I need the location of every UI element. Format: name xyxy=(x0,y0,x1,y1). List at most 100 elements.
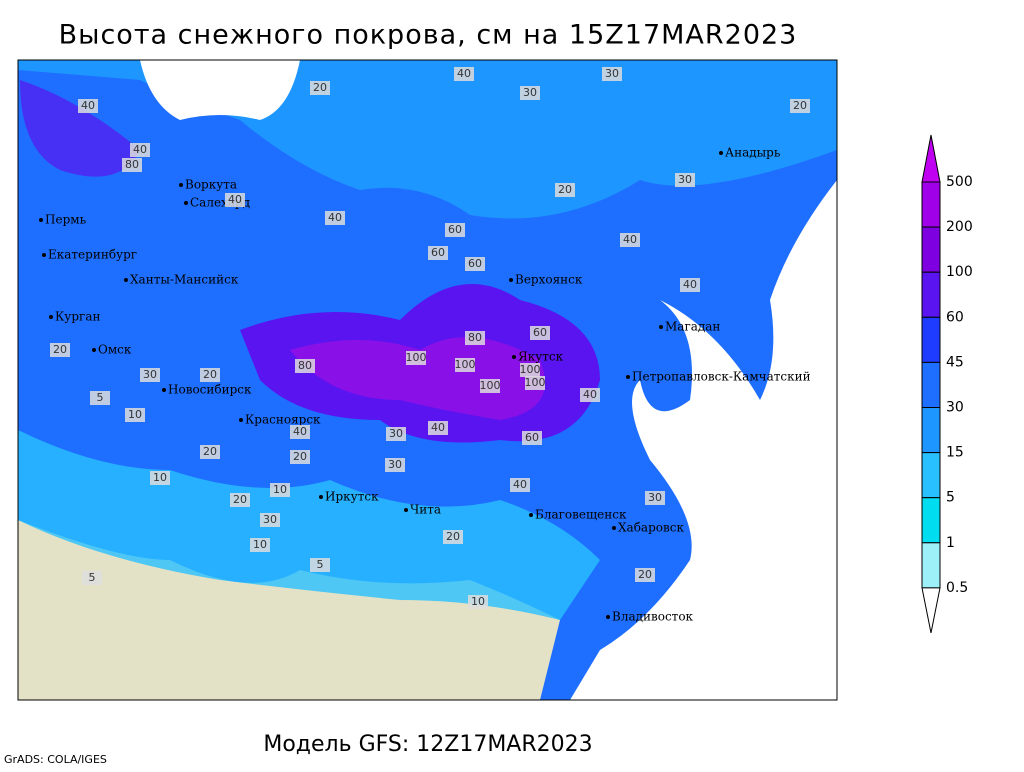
contour-box xyxy=(150,471,170,485)
colorbar-label: 200 xyxy=(946,219,973,235)
contour-box xyxy=(465,257,485,271)
contour-box xyxy=(602,67,622,81)
city-dot xyxy=(612,526,616,530)
contour-label: 60 xyxy=(468,257,482,270)
contour-box xyxy=(270,483,290,497)
title: Высота снежного покрова, см на 15Z17MAR2… xyxy=(59,20,798,51)
city-dot xyxy=(529,513,533,517)
contour-box xyxy=(443,530,463,544)
contour-box xyxy=(530,326,550,340)
contour-label: 20 xyxy=(203,368,217,381)
city-name: Екатеринбург xyxy=(48,248,137,262)
contour-box xyxy=(555,183,575,197)
contour-label: 10 xyxy=(128,408,142,421)
contour-box xyxy=(225,193,245,207)
contour-box xyxy=(295,359,315,373)
contour-box xyxy=(620,233,640,247)
city-name: Воркута xyxy=(185,178,237,192)
colorbar-tip xyxy=(921,134,941,183)
contour-box xyxy=(130,143,150,157)
contour-box xyxy=(325,211,345,225)
contour-box xyxy=(310,81,330,95)
contour-box xyxy=(82,571,102,585)
city-dot xyxy=(184,201,188,205)
contour-box xyxy=(290,450,310,464)
contour-label: 5 xyxy=(97,391,104,404)
colorbar-segment xyxy=(921,181,941,228)
city-dot xyxy=(92,348,96,352)
contour-label: 100 xyxy=(480,379,501,392)
barents-sea xyxy=(140,60,300,120)
contour-box xyxy=(140,368,160,382)
contour-box xyxy=(385,458,405,472)
contour-label: 30 xyxy=(263,513,277,526)
city-name: Курган xyxy=(55,310,100,324)
contour-box xyxy=(525,376,545,390)
contour-label: 100 xyxy=(520,363,541,376)
contour-box xyxy=(675,173,695,187)
contour-box xyxy=(480,379,500,393)
contour-label: 40 xyxy=(328,211,342,224)
city-name: Благовещенск xyxy=(535,508,627,522)
contour-box xyxy=(200,368,220,382)
city-name: Петропавловск-Камчатский xyxy=(632,370,811,384)
colorbar-label: 0.5 xyxy=(946,580,968,596)
contour-label: 30 xyxy=(523,86,537,99)
city-dot xyxy=(319,495,323,499)
contour-label: 60 xyxy=(448,223,462,236)
contour-label: 10 xyxy=(153,471,167,484)
contour-box xyxy=(510,478,530,492)
contour-box xyxy=(680,278,700,292)
ural-snow xyxy=(20,80,140,177)
colorbar-segment xyxy=(921,316,941,363)
contour-label: 10 xyxy=(471,595,485,608)
city-dot xyxy=(512,355,516,359)
city-name: Владивосток xyxy=(612,610,694,624)
contour-box xyxy=(455,358,475,372)
contour-box xyxy=(580,388,600,402)
colorbar-segment xyxy=(921,407,941,454)
contour-box xyxy=(50,343,70,357)
contour-box xyxy=(260,513,280,527)
contour-label: 20 xyxy=(638,568,652,581)
contour-label: 60 xyxy=(525,431,539,444)
city-name: Иркутск xyxy=(325,490,379,504)
map-frame xyxy=(17,59,838,701)
contour-label: 100 xyxy=(455,358,476,371)
colorbar: 500 200 100 60 45 30 15 5 1 0.5 xyxy=(921,134,973,633)
contour-label: 100 xyxy=(406,351,427,364)
credit: GrADS: COLA/IGES xyxy=(4,753,107,766)
contour-box xyxy=(90,391,110,405)
contour-label: 80 xyxy=(468,331,482,344)
contour-label: 60 xyxy=(431,246,445,259)
city-name: Красноярск xyxy=(245,413,321,427)
deepest-snow xyxy=(290,337,545,420)
contour-label: 30 xyxy=(143,368,157,381)
contour-label: 5 xyxy=(317,558,324,571)
city-dot xyxy=(42,253,46,257)
colorbar-segment xyxy=(921,542,941,589)
contour-label: 20 xyxy=(446,530,460,543)
contour-label: 40 xyxy=(457,67,471,80)
contour-label: 40 xyxy=(293,425,307,438)
pacific-ocean xyxy=(570,180,837,700)
colorbar-label: 15 xyxy=(946,445,964,461)
city-name: Пермь xyxy=(45,213,87,227)
city-dot xyxy=(626,375,630,379)
contour-label: 40 xyxy=(513,478,527,491)
city-dot xyxy=(509,278,513,282)
colorbar-segment xyxy=(921,497,941,544)
contour-label: 30 xyxy=(678,173,692,186)
contour-label: 80 xyxy=(298,359,312,372)
contour-label: 20 xyxy=(558,183,572,196)
city-dot xyxy=(659,325,663,329)
contour-box xyxy=(428,421,448,435)
contour-box xyxy=(465,331,485,345)
contour-label: 60 xyxy=(533,326,547,339)
contour-label: 20 xyxy=(793,99,807,112)
contour-box xyxy=(78,99,98,113)
contour-box xyxy=(635,568,655,582)
colorbar-segment xyxy=(921,361,941,408)
